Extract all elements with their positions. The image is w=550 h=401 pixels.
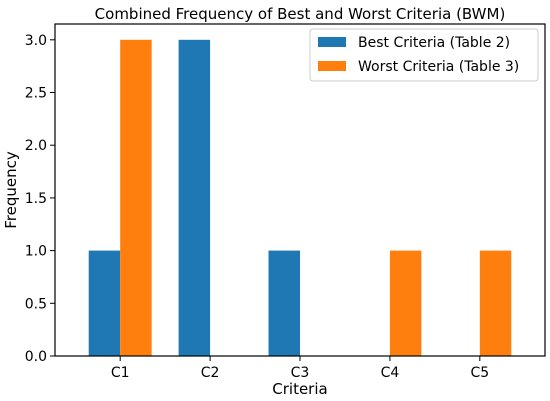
bars-group [88, 39, 512, 357]
bar-worst-c4 [389, 250, 422, 356]
x-tick-label: C4 [381, 365, 400, 381]
bar-best-c2 [178, 39, 211, 357]
legend-swatch-best [318, 37, 346, 47]
legend: Best Criteria (Table 2) Worst Criteria (… [309, 28, 539, 82]
x-tick-label: C5 [470, 365, 489, 381]
y-tick-label: 2.5 [25, 86, 47, 102]
bar-worst-c5 [479, 250, 512, 356]
y-tick-label: 1.0 [25, 244, 47, 260]
bar-worst-c1 [120, 39, 152, 357]
legend-swatch-worst [318, 61, 346, 71]
x-axis-label: Criteria [272, 380, 327, 398]
legend-frame [309, 28, 539, 82]
y-tick-label: 1.5 [25, 191, 47, 207]
plot-area-frame [54, 23, 546, 357]
bar-best-c3 [268, 250, 300, 356]
y-axis-ticks: 0.0 0.5 1.0 1.5 2.0 2.5 3.0 [25, 33, 55, 365]
x-tick-label: C1 [111, 365, 130, 381]
x-axis-ticks: C1 C2 C3 C4 C5 [111, 356, 489, 381]
legend-label-worst: Worst Criteria (Table 3) [358, 59, 519, 75]
y-tick-label: 0.5 [25, 296, 47, 312]
y-axis-label: Frequency [2, 151, 20, 229]
x-tick-label: C3 [291, 365, 310, 381]
y-tick-label: 3.0 [25, 33, 47, 49]
bar-best-c1 [88, 250, 121, 356]
y-tick-label: 0.0 [25, 349, 47, 365]
x-tick-label: C2 [201, 365, 220, 381]
y-tick-label: 2.0 [25, 138, 47, 154]
chart-title: Combined Frequency of Best and Worst Cri… [95, 5, 506, 23]
legend-label-best: Best Criteria (Table 2) [358, 35, 510, 51]
